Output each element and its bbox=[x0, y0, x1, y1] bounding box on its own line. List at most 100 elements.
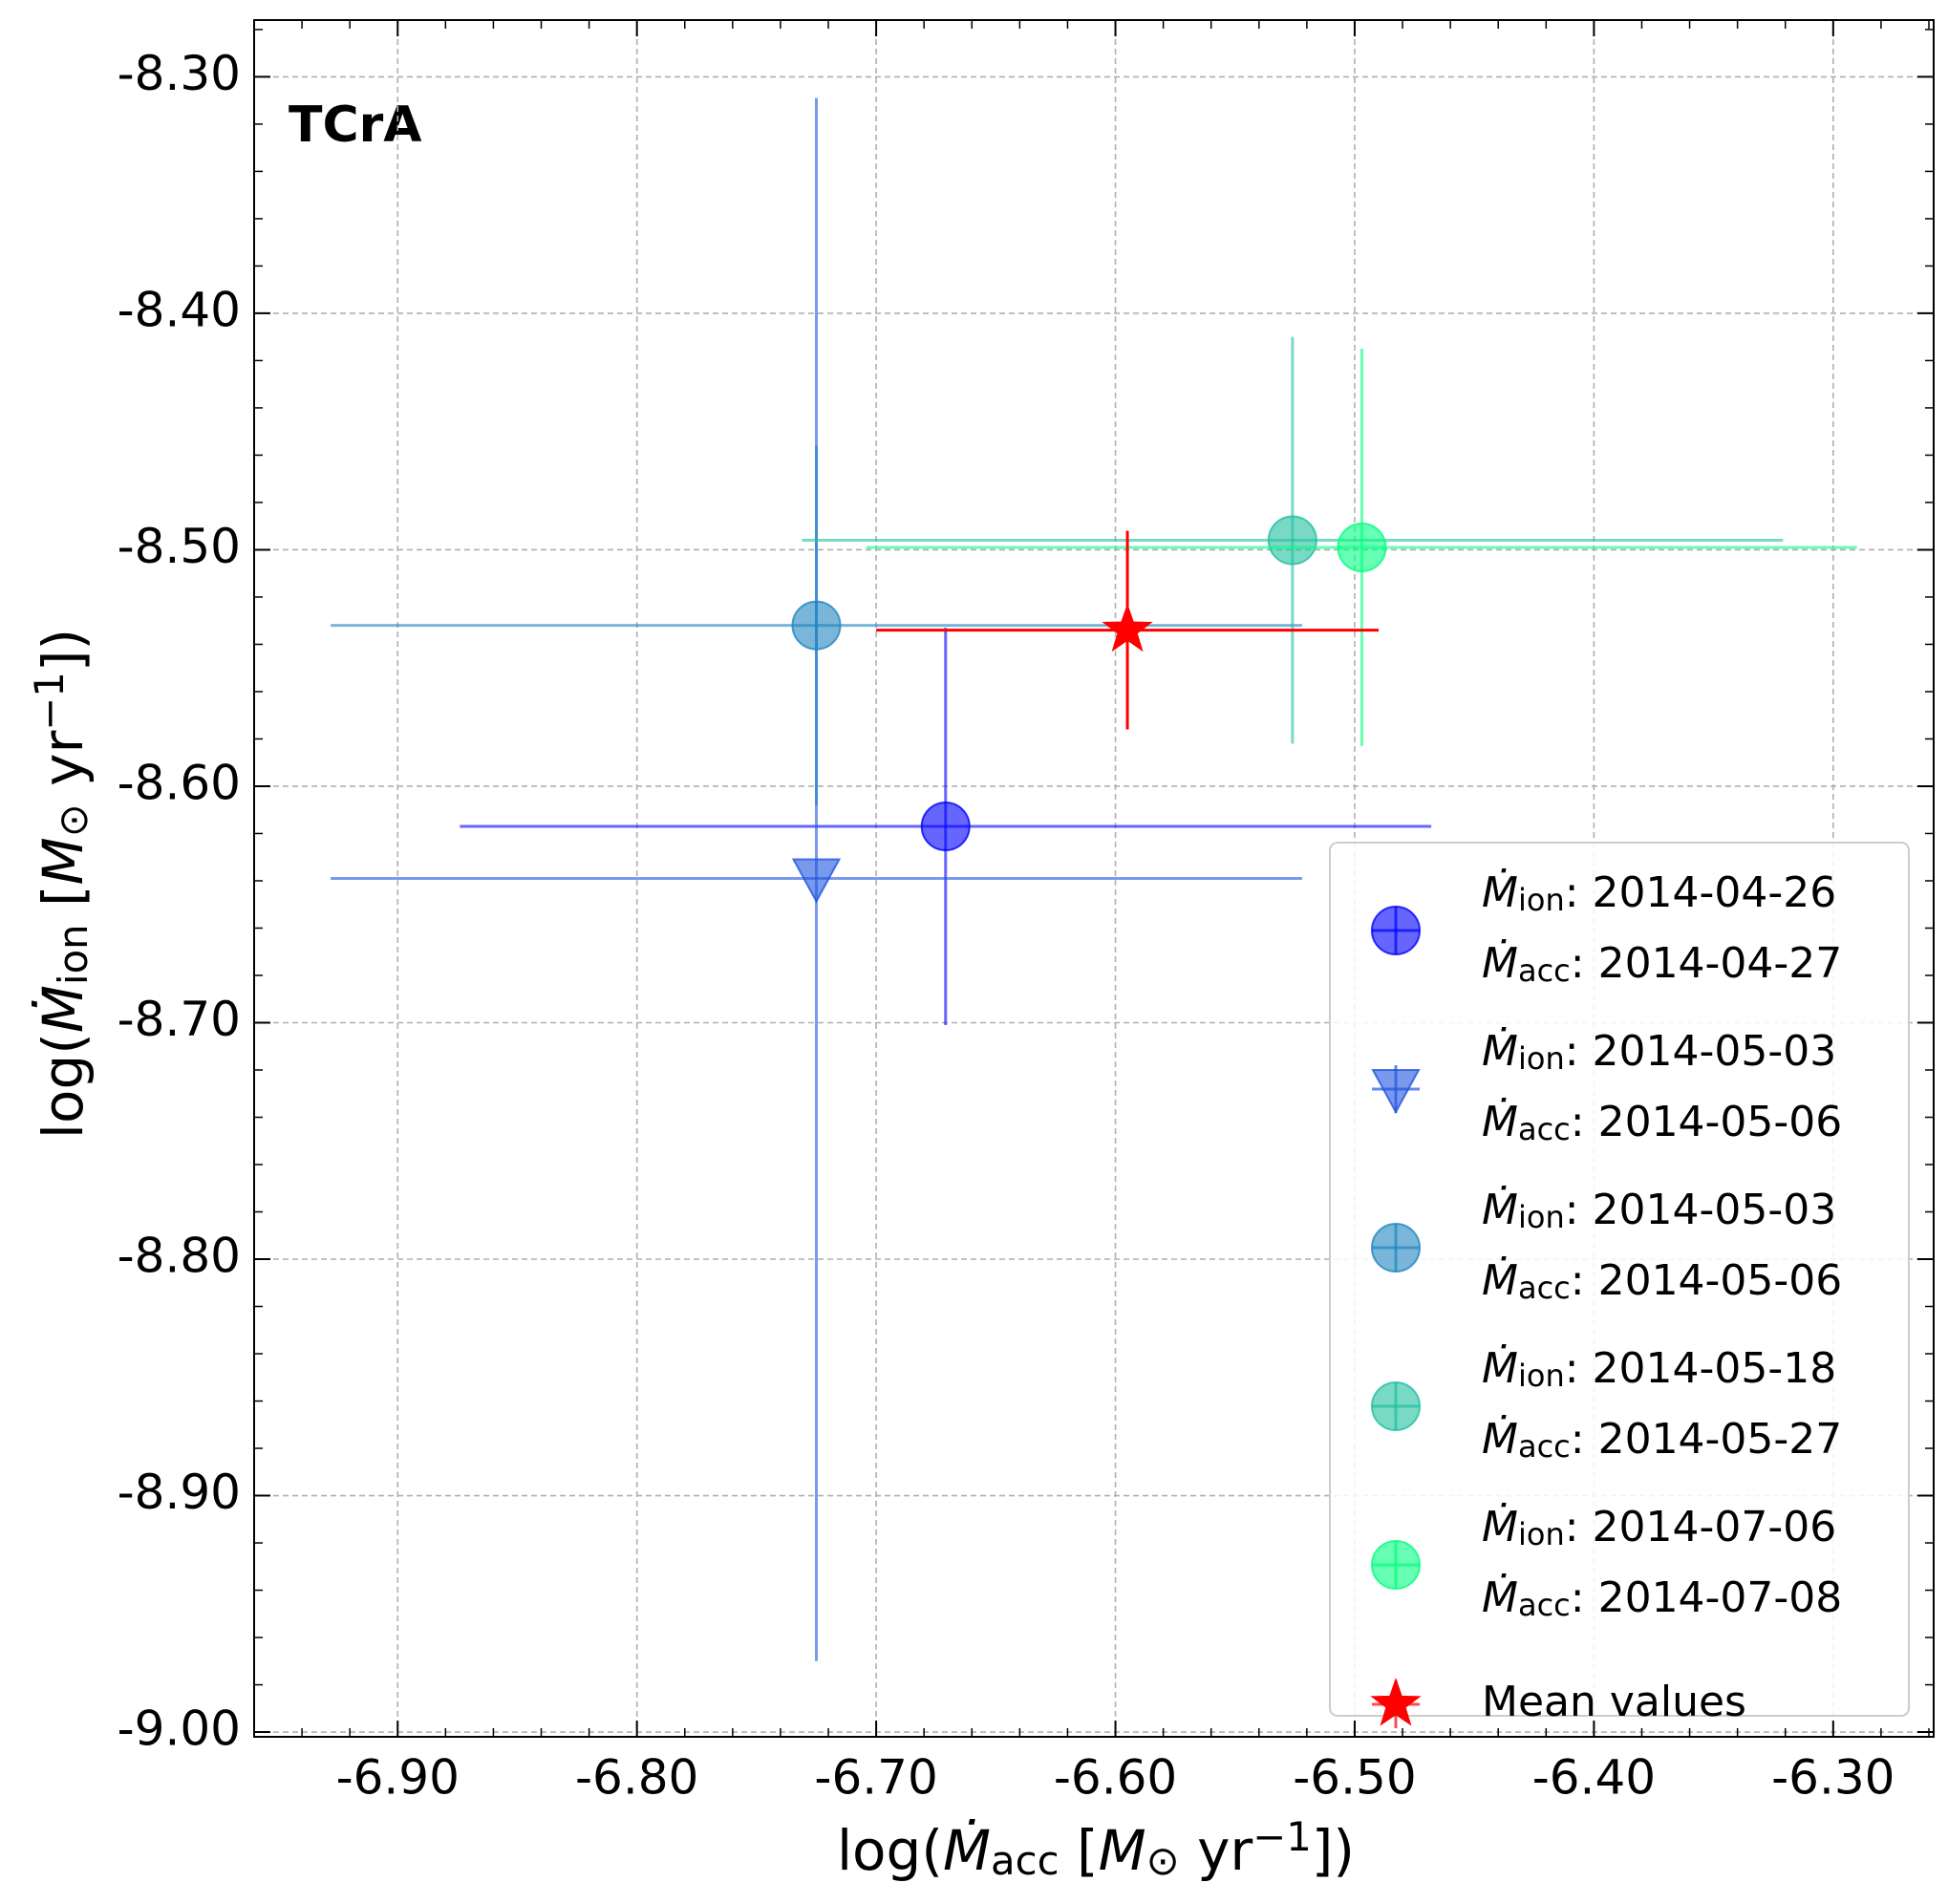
legend-symbol: Ṁ bbox=[1482, 938, 1518, 988]
legend-label: Ṁacc: 2014-05-27 bbox=[1482, 1414, 1842, 1465]
legend-frame bbox=[1329, 842, 1910, 1717]
point bbox=[1337, 522, 1387, 572]
series bbox=[331, 445, 1302, 805]
legend-symbol: Ṁ bbox=[1482, 1343, 1518, 1393]
y-tick-label: -8.40 bbox=[118, 282, 241, 337]
legend-subscript: acc bbox=[1518, 952, 1571, 989]
legend-label: Ṁacc: 2014-07-08 bbox=[1482, 1572, 1842, 1623]
legend-separator: : bbox=[1565, 1344, 1593, 1393]
y-tick-label: -8.70 bbox=[118, 992, 241, 1047]
legend-label: Ṁion: 2014-05-03 bbox=[1482, 1026, 1836, 1077]
point bbox=[1371, 1540, 1421, 1590]
point bbox=[1371, 906, 1421, 955]
legend-subscript: acc bbox=[1518, 1270, 1571, 1306]
legend-date: 2014-07-06 bbox=[1593, 1503, 1837, 1551]
x-tick-label: -6.50 bbox=[1293, 1750, 1416, 1806]
legend-subscript: acc bbox=[1518, 1428, 1571, 1465]
x-tick-label: -6.60 bbox=[1054, 1750, 1177, 1806]
legend-label: Ṁacc: 2014-05-06 bbox=[1482, 1255, 1842, 1306]
legend-subscript: ion bbox=[1518, 1040, 1565, 1077]
series bbox=[331, 97, 1302, 1661]
label-part: Ṁ bbox=[943, 1818, 991, 1883]
legend-separator: : bbox=[1571, 1098, 1598, 1146]
legend-subscript: ion bbox=[1518, 1199, 1565, 1235]
y-tick-label: -9.00 bbox=[118, 1701, 241, 1757]
legend-separator: : bbox=[1565, 868, 1593, 917]
legend-symbol: Ṁ bbox=[1482, 1185, 1518, 1234]
legend-label: Ṁion: 2014-04-26 bbox=[1482, 867, 1836, 918]
x-tick-label: -6.70 bbox=[814, 1750, 937, 1806]
label-part: ]) bbox=[31, 629, 96, 672]
label-part: log( bbox=[31, 1033, 96, 1139]
y-tick-label: -8.90 bbox=[118, 1465, 241, 1520]
axis-label: log(Ṁacc [M⊙ yr−1]) bbox=[837, 1813, 1355, 1884]
legend-separator: : bbox=[1571, 1415, 1598, 1464]
label-part: yr bbox=[31, 731, 96, 804]
point bbox=[791, 600, 842, 651]
legend-label: Ṁion: 2014-05-03 bbox=[1482, 1185, 1836, 1235]
legend-date: 2014-05-03 bbox=[1593, 1027, 1837, 1076]
legend-symbol: Ṁ bbox=[1482, 1026, 1518, 1076]
legend-date: 2014-04-26 bbox=[1593, 868, 1837, 917]
legend-date: 2014-05-03 bbox=[1593, 1186, 1837, 1234]
label-part: [ bbox=[31, 885, 96, 924]
legend-date: 2014-05-06 bbox=[1598, 1256, 1843, 1305]
legend-subscript: acc bbox=[1518, 1587, 1571, 1623]
legend-label: Ṁacc: 2014-04-27 bbox=[1482, 938, 1842, 989]
series bbox=[802, 336, 1784, 744]
y-tick-label: -8.80 bbox=[118, 1229, 241, 1284]
label-part: Ṁ bbox=[31, 985, 96, 1033]
y-tick-label: -8.50 bbox=[118, 519, 241, 574]
point bbox=[1371, 1223, 1421, 1273]
label-part: M bbox=[31, 837, 96, 885]
label-part: yr bbox=[1180, 1818, 1253, 1883]
legend-symbol: Ṁ bbox=[1482, 867, 1518, 917]
axis-label: log(Ṁion [M⊙ yr−1]) bbox=[26, 629, 96, 1139]
label-part: −1 bbox=[26, 672, 73, 731]
series bbox=[867, 349, 1857, 746]
label-part: M bbox=[1099, 1818, 1146, 1883]
x-tick-label: -6.40 bbox=[1532, 1750, 1656, 1806]
point bbox=[920, 802, 971, 852]
legend-label: Ṁacc: 2014-05-06 bbox=[1482, 1097, 1842, 1147]
y-tick-label: -8.60 bbox=[118, 755, 241, 810]
legend-date: 2014-05-27 bbox=[1598, 1415, 1843, 1464]
legend-separator: : bbox=[1565, 1186, 1593, 1234]
legend-symbol: Ṁ bbox=[1482, 1255, 1518, 1305]
legend-label: Ṁion: 2014-05-18 bbox=[1482, 1343, 1836, 1394]
legend-separator: : bbox=[1571, 1256, 1598, 1305]
legend-separator: : bbox=[1571, 939, 1598, 988]
ticks bbox=[254, 20, 1934, 1737]
label-part: acc bbox=[991, 1837, 1060, 1884]
label-part: log( bbox=[837, 1818, 943, 1883]
label-part: ⊙ bbox=[50, 803, 96, 837]
label-part: ]) bbox=[1312, 1818, 1355, 1883]
point bbox=[1102, 603, 1153, 652]
x-tick-label: -6.30 bbox=[1771, 1750, 1894, 1806]
label-part: [ bbox=[1060, 1818, 1099, 1883]
legend-date: 2014-05-18 bbox=[1593, 1344, 1837, 1393]
legend-date: 2014-05-06 bbox=[1598, 1098, 1843, 1146]
point bbox=[791, 858, 842, 904]
legend-separator: : bbox=[1565, 1027, 1593, 1076]
x-tick-label: -6.80 bbox=[575, 1750, 698, 1806]
legend-subscript: acc bbox=[1518, 1111, 1571, 1147]
legend-label: Ṁion: 2014-07-06 bbox=[1482, 1502, 1836, 1552]
point bbox=[1371, 1069, 1421, 1115]
series bbox=[460, 628, 1432, 1025]
label-part: ⊙ bbox=[1146, 1837, 1180, 1884]
legend-subscript: ion bbox=[1518, 882, 1565, 918]
legend-subscript: ion bbox=[1518, 1516, 1565, 1552]
legend-date: 2014-04-27 bbox=[1598, 939, 1843, 988]
label-part: −1 bbox=[1252, 1813, 1312, 1860]
legend-separator: : bbox=[1571, 1573, 1598, 1622]
legend-label: Mean values bbox=[1482, 1678, 1746, 1726]
point bbox=[1370, 1677, 1422, 1726]
legend-symbol: Ṁ bbox=[1482, 1097, 1518, 1146]
legend-subscript: ion bbox=[1518, 1358, 1565, 1394]
legend-symbol: Ṁ bbox=[1482, 1502, 1518, 1551]
label-part: ion bbox=[50, 924, 96, 985]
point bbox=[1371, 1381, 1421, 1431]
y-tick-label: -8.30 bbox=[118, 46, 241, 101]
legend-symbol: Ṁ bbox=[1482, 1414, 1518, 1464]
